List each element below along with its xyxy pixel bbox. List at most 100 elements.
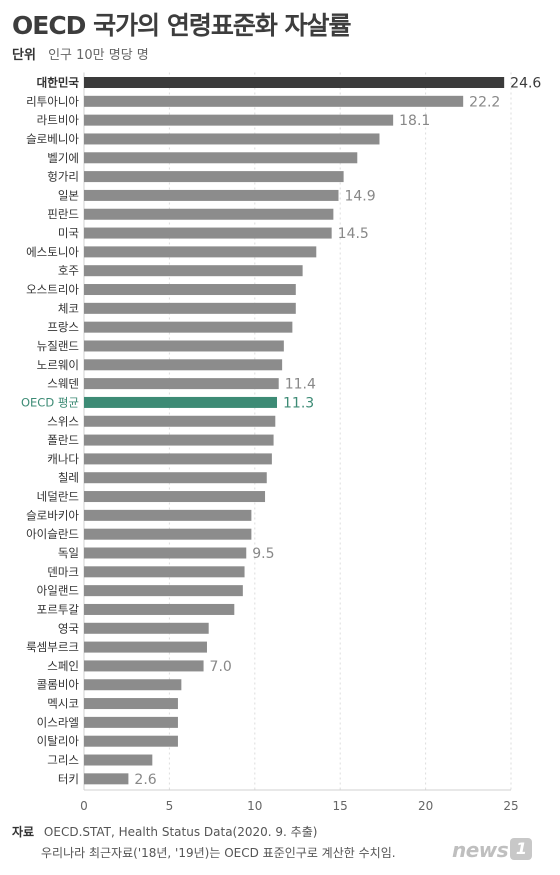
x-tick-label: 20 <box>418 799 433 813</box>
category-label: 네덜란드 <box>37 490 79 504</box>
bar <box>84 95 464 107</box>
bar <box>84 171 344 183</box>
category-label: 대한민국 <box>37 76 80 90</box>
category-label: 슬로베니아 <box>26 132 79 146</box>
bar <box>84 359 283 371</box>
bar <box>84 321 293 333</box>
logo-badge: 1 <box>510 838 533 860</box>
bar <box>84 227 332 239</box>
bar <box>84 246 317 258</box>
bar <box>84 302 296 314</box>
unit-value: 인구 10만 명당 명 <box>48 48 149 63</box>
category-label: 일본 <box>58 188 79 202</box>
category-label: 체코 <box>58 301 79 315</box>
x-tick-label: 0 <box>80 799 88 813</box>
bar <box>84 189 339 201</box>
bar <box>84 472 267 484</box>
unit-label: 단위 <box>12 48 36 63</box>
category-label: 라트비아 <box>37 113 80 127</box>
bar <box>84 603 235 615</box>
bar <box>84 641 207 653</box>
category-label: 캐나다 <box>47 452 79 466</box>
bar <box>84 434 274 446</box>
bar <box>84 340 284 352</box>
category-label: 아일랜드 <box>37 584 79 598</box>
category-label: 포르투갈 <box>37 602 80 616</box>
bar <box>84 491 266 503</box>
category-label: 칠레 <box>58 471 79 485</box>
bar <box>84 378 279 390</box>
data-label: 2.6 <box>134 772 156 788</box>
x-tick-label: 15 <box>333 799 348 813</box>
category-label: OECD 평균 <box>21 395 79 409</box>
source-text: OECD.STAT, Health Status Data(2020. 9. 추… <box>43 825 318 839</box>
category-label: 폴란드 <box>47 433 79 447</box>
data-label: 24.6 <box>510 76 541 92</box>
bar <box>84 547 247 559</box>
bar-korea <box>84 77 505 88</box>
unit-row: 단위 인구 10만 명당 명 <box>12 44 149 63</box>
category-label: 뉴질랜드 <box>37 339 79 353</box>
data-label: 22.2 <box>469 94 500 110</box>
bar <box>84 528 252 540</box>
category-label: 스위스 <box>47 414 79 428</box>
bar <box>84 754 153 766</box>
bar <box>84 208 334 220</box>
data-label: 14.9 <box>344 188 375 204</box>
bar <box>84 265 303 277</box>
category-label: 영국 <box>58 621 79 635</box>
bar-oecd-average <box>84 396 278 408</box>
bar <box>84 698 178 710</box>
category-label: 프랑스 <box>47 320 79 334</box>
category-label: 덴마크 <box>47 565 79 579</box>
category-label: 그리스 <box>47 753 79 767</box>
category-label: 노르웨이 <box>37 358 79 372</box>
chart-title: OECD 국가의 연령표준화 자살률 <box>12 11 352 40</box>
category-label: 룩셈부르크 <box>26 640 79 654</box>
data-label: 7.0 <box>210 659 232 675</box>
category-label: 헝가리 <box>47 170 79 184</box>
bar <box>84 509 252 521</box>
category-label: 스페인 <box>47 659 79 673</box>
category-label: 콜롬비아 <box>37 678 80 692</box>
logo-text: news <box>452 838 509 862</box>
category-label: 이탈리아 <box>37 734 80 748</box>
bar <box>84 133 380 145</box>
source-label: 자료 <box>12 825 35 839</box>
bar <box>84 453 272 465</box>
news1-logo: news 1 <box>452 838 533 862</box>
data-label: 11.3 <box>283 395 314 411</box>
category-label: 오스트리아 <box>26 283 79 297</box>
bar <box>84 114 394 126</box>
bar <box>84 735 178 747</box>
bar <box>84 284 296 296</box>
category-label: 에스토니아 <box>26 245 79 259</box>
bar <box>84 660 204 672</box>
x-tick-label: 5 <box>166 799 174 813</box>
bar <box>84 415 276 427</box>
data-label: 11.4 <box>285 377 316 393</box>
category-label: 아이슬란드 <box>26 527 79 541</box>
x-tick-label: 10 <box>247 799 262 813</box>
data-label: 14.5 <box>338 226 369 242</box>
category-label: 호주 <box>58 264 79 278</box>
bar <box>84 679 182 691</box>
category-label: 벨기에 <box>47 151 79 165</box>
bar <box>84 566 245 578</box>
category-label: 멕시코 <box>47 697 79 711</box>
bar <box>84 716 178 728</box>
category-label: 리투아니아 <box>26 94 79 108</box>
bar <box>84 773 129 785</box>
category-label: 핀란드 <box>47 207 79 221</box>
footer: 자료 OECD.STAT, Health Status Data(2020. 9… <box>12 822 396 864</box>
bar <box>84 585 243 597</box>
footnote: 우리나라 최근자료('18년, '19년)는 OECD 표준인구로 계산한 수치… <box>41 846 396 860</box>
data-label: 18.1 <box>399 113 430 129</box>
category-label: 터키 <box>58 772 79 786</box>
source-line: 자료 OECD.STAT, Health Status Data(2020. 9… <box>12 822 396 843</box>
bar <box>84 152 358 164</box>
bar-chart: 0 5 10 15 20 25 대한민국 24.6 리투아니아 22.2 라트비아 18.1 슬로베니아… <box>21 72 541 813</box>
bar <box>84 622 209 634</box>
category-label: 슬로바키아 <box>26 508 79 522</box>
category-label: 독일 <box>58 546 79 560</box>
